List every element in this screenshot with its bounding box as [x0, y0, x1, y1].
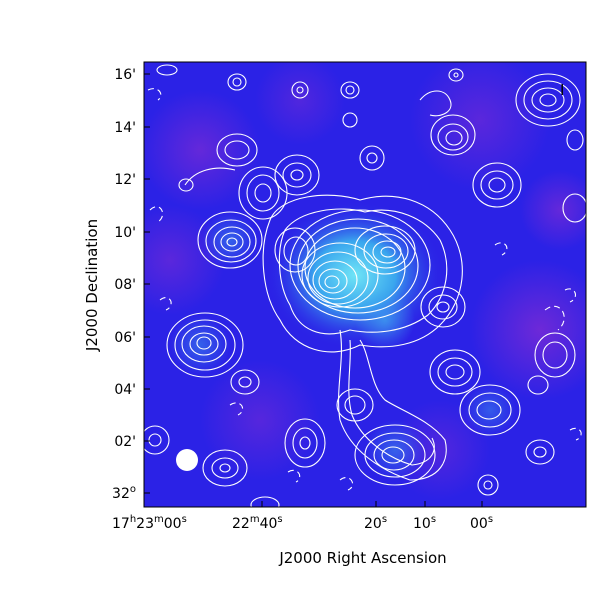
svg-text:08': 08' [114, 277, 136, 293]
y-axis: 16' 14' 12' 10' 08' 06' 04' 02' [112, 67, 150, 502]
svg-text:22m40s: 22m40s [232, 514, 283, 532]
x-tick: 22m40s [232, 501, 283, 532]
y-tick: 16' [114, 67, 150, 83]
contour-lines [144, 64, 586, 507]
svg-text:17h23m00s: 17h23m00s [112, 514, 187, 532]
x-tick: 00s [470, 501, 493, 532]
svg-text:32o: 32o [112, 484, 136, 502]
x-tick: 10s [413, 501, 436, 532]
svg-text:16': 16' [114, 67, 136, 83]
y-tick: 04' [114, 382, 150, 398]
svg-text:10s: 10s [413, 514, 436, 532]
y-axis-title: J2000 Declination [83, 219, 101, 352]
y-tick: 12' [114, 172, 150, 188]
y-tick: 06' [114, 330, 150, 346]
y-tick: 10' [114, 225, 150, 241]
sky-image [144, 62, 586, 507]
svg-text:00s: 00s [470, 514, 493, 532]
svg-text:12': 12' [114, 172, 136, 188]
y-tick: 14' [114, 120, 150, 136]
x-axis-title: J2000 Right Ascension [278, 549, 446, 567]
x-tick: 17h23m00s [112, 501, 187, 532]
y-tick: 02' [114, 434, 150, 450]
svg-text:14': 14' [114, 120, 136, 136]
svg-text:02': 02' [114, 434, 136, 450]
svg-text:10': 10' [114, 225, 136, 241]
svg-text:04': 04' [114, 382, 136, 398]
marker-label: I [560, 81, 564, 99]
y-tick: 32o [112, 484, 150, 502]
svg-text:20s: 20s [364, 514, 387, 532]
beam-marker [176, 449, 198, 471]
x-axis: 17h23m00s 22m40s 20s 10s 00s [112, 501, 493, 532]
x-tick: 20s [364, 501, 387, 532]
y-tick: 08' [114, 277, 150, 293]
svg-text:06': 06' [114, 330, 136, 346]
